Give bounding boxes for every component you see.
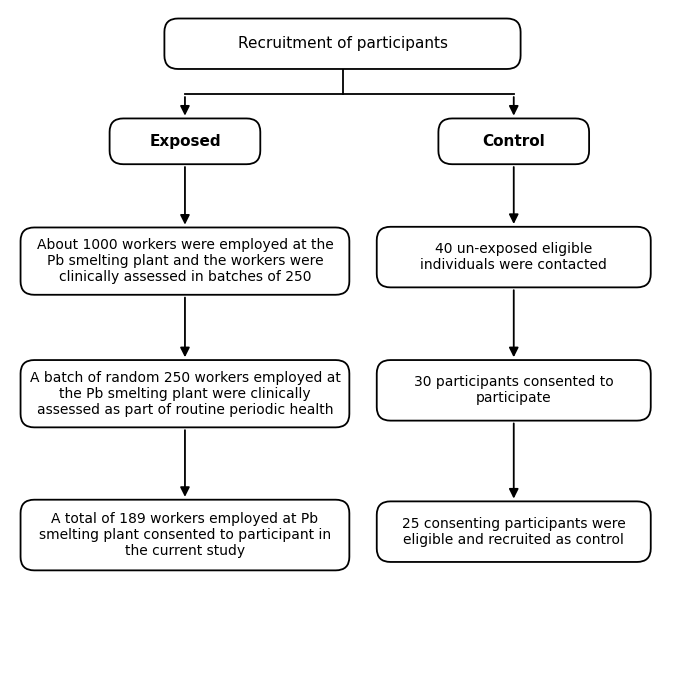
FancyBboxPatch shape (164, 18, 521, 69)
Text: Recruitment of participants: Recruitment of participants (238, 36, 447, 51)
Text: 30 participants consented to
participate: 30 participants consented to participate (414, 376, 614, 405)
FancyBboxPatch shape (110, 118, 260, 164)
Text: 25 consenting participants were
eligible and recruited as control: 25 consenting participants were eligible… (402, 517, 625, 546)
Text: Exposed: Exposed (149, 134, 221, 149)
Text: A batch of random 250 workers employed at
the Pb smelting plant were clinically
: A batch of random 250 workers employed a… (29, 371, 340, 417)
Text: About 1000 workers were employed at the
Pb smelting plant and the workers were
c: About 1000 workers were employed at the … (36, 238, 334, 284)
FancyBboxPatch shape (377, 227, 651, 287)
FancyBboxPatch shape (21, 499, 349, 571)
FancyBboxPatch shape (21, 227, 349, 295)
FancyBboxPatch shape (377, 360, 651, 421)
Text: 40 un-exposed eligible
individuals were contacted: 40 un-exposed eligible individuals were … (421, 242, 607, 272)
FancyBboxPatch shape (377, 501, 651, 562)
Text: Control: Control (482, 134, 545, 149)
Text: A total of 189 workers employed at Pb
smelting plant consented to participant in: A total of 189 workers employed at Pb sm… (39, 512, 331, 558)
FancyBboxPatch shape (438, 118, 589, 164)
FancyBboxPatch shape (21, 360, 349, 427)
